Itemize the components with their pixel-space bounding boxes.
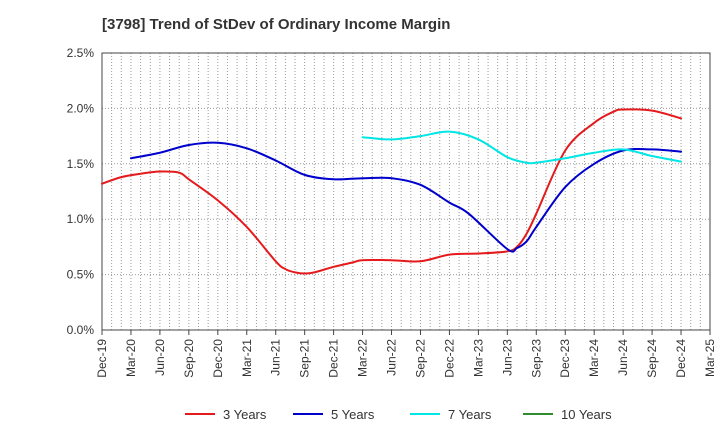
- y-tick-label: 0.0%: [67, 323, 95, 337]
- legend-label: 3 Years: [223, 407, 267, 422]
- plot-frame: [101, 52, 711, 331]
- chart-title: [3798] Trend of StDev of Ordinary Income…: [102, 16, 450, 33]
- x-tick-label: Dec-24: [674, 339, 688, 378]
- plot-background: [102, 53, 710, 330]
- legend-label: 7 Years: [448, 407, 492, 422]
- x-tick-label: Mar-20: [124, 339, 138, 377]
- x-tick-label: Dec-23: [558, 339, 572, 378]
- series-line-7-years: [361, 130, 683, 165]
- x-tick-label: Jun-21: [269, 339, 283, 376]
- legend-item-10-years: 10 Years: [523, 407, 612, 422]
- x-tick-label: Dec-19: [95, 339, 109, 378]
- y-tick-label: 2.5%: [67, 46, 95, 60]
- x-tick-label: Sep-24: [645, 339, 659, 378]
- x-tick-label: Sep-22: [413, 339, 427, 378]
- x-tick-label: Jun-23: [500, 339, 514, 376]
- x-tick-label: Mar-22: [356, 339, 370, 377]
- legend-item-7-years: 7 Years: [410, 407, 492, 422]
- y-tick-label: 2.0%: [67, 101, 95, 115]
- legend-label: 5 Years: [331, 407, 375, 422]
- legend-item-3-years: 3 Years: [185, 407, 267, 422]
- x-tick-label: Mar-25: [703, 339, 717, 377]
- y-tick-label: 1.0%: [67, 212, 95, 226]
- series-line-3-years: [101, 108, 683, 275]
- x-tick-label: Sep-21: [298, 339, 312, 378]
- x-tick-label: Mar-24: [587, 339, 601, 377]
- x-tick-label: Jun-20: [153, 339, 167, 376]
- legend-item-5-years: 5 Years: [293, 407, 375, 422]
- x-tick-label: Jun-22: [385, 339, 399, 376]
- x-tick-label: Dec-20: [211, 339, 225, 378]
- legend: 3 Years 5 Years 7 Years 10 Years: [185, 407, 612, 422]
- axes: 0.0% 0.5% 1.0% 1.5% 2.0% 2.5% Dec-19 Mar-20 Jun-…: [67, 46, 717, 378]
- x-tick-label: Dec-22: [442, 339, 456, 378]
- grid: [102, 53, 710, 330]
- x-tick-label: Mar-23: [471, 339, 485, 377]
- x-tick-label: Sep-20: [182, 339, 196, 378]
- y-tick-label: 1.5%: [67, 157, 95, 171]
- x-tick-label: Mar-21: [240, 339, 254, 377]
- x-tick-label: Jun-24: [616, 339, 630, 376]
- legend-label: 10 Years: [561, 407, 612, 422]
- y-tick-label: 0.5%: [67, 268, 95, 282]
- x-tick-label: Dec-21: [327, 339, 341, 378]
- x-tick-label: Sep-23: [529, 339, 543, 378]
- plot-area: [101, 108, 683, 275]
- series-line-5-years: [129, 141, 683, 253]
